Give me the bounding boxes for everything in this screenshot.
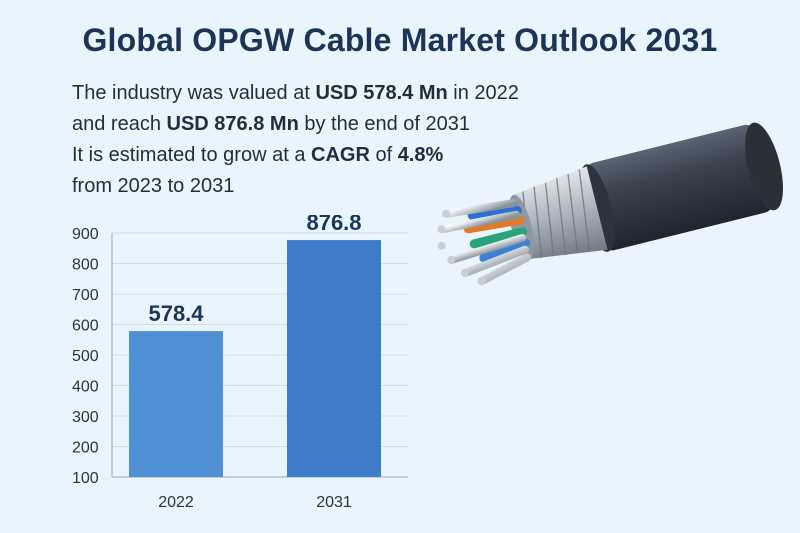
x-tick-label-2031: 2031 — [316, 494, 352, 511]
bar-2031 — [287, 240, 381, 477]
x-tick-label-2022: 2022 — [158, 494, 194, 511]
y-tick-label: 300 — [72, 409, 99, 426]
y-tick-label: 600 — [72, 318, 99, 335]
summary-line-1: The industry was valued at USD 578.4 Mn … — [72, 82, 519, 104]
market-summary: The industry was valued at USD 578.4 Mn … — [72, 78, 632, 202]
y-tick-label: 500 — [72, 348, 99, 365]
y-tick-label: 800 — [72, 257, 99, 274]
fiber-optic-cable-icon — [437, 122, 783, 286]
y-tick-label: 900 — [72, 226, 99, 243]
data-label-2031: 876.8 — [306, 215, 361, 235]
summary-line-2: and reach USD 876.8 Mn by the end of 203… — [72, 113, 471, 135]
y-tick-label: 100 — [72, 470, 99, 487]
y-tick-label: 200 — [72, 440, 99, 457]
data-label-2022: 578.4 — [148, 301, 204, 326]
page-title: Global OPGW Cable Market Outlook 2031 — [82, 22, 718, 58]
bar-2022 — [129, 331, 223, 477]
summary-line-4: from 2023 to 2031 — [72, 175, 235, 197]
bar-chart: 100 200 300 400 500 600 700 800 900 578.4 2022 876.… — [72, 215, 408, 511]
y-tick-label: 400 — [72, 379, 99, 396]
summary-line-3: It is estimated to grow at a CAGR of 4.8… — [72, 144, 444, 166]
y-tick-label: 700 — [72, 287, 99, 304]
